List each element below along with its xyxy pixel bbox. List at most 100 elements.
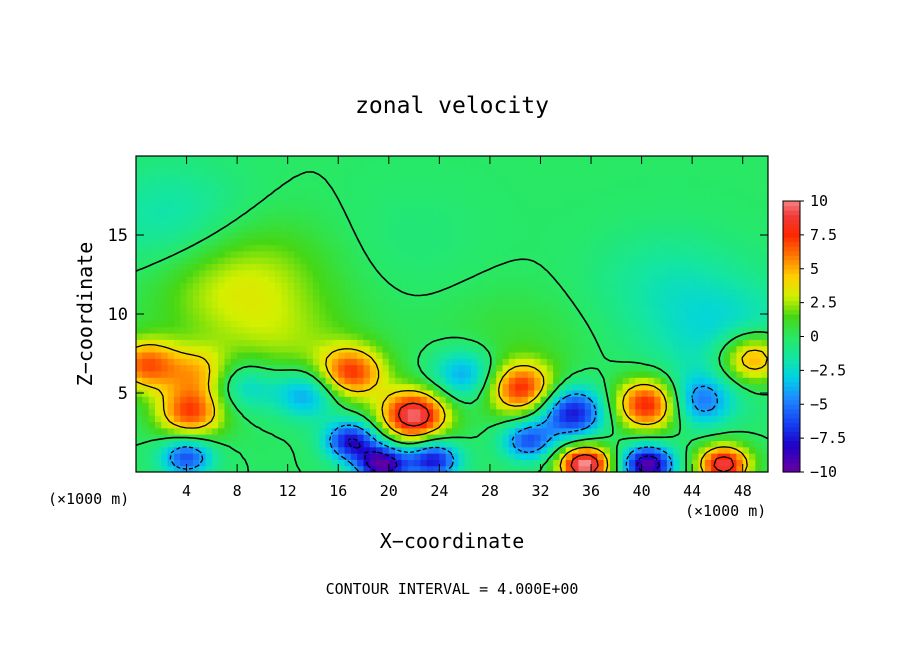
field-cell <box>616 288 624 296</box>
field-cell <box>300 408 308 416</box>
field-cell <box>534 200 542 208</box>
field-cell <box>262 453 270 460</box>
field-cell <box>218 345 226 353</box>
field-cell <box>464 156 472 163</box>
field-cell <box>452 383 459 391</box>
field-cell <box>692 301 700 309</box>
field-cell <box>287 326 295 334</box>
field-cell <box>237 351 245 359</box>
field-cell <box>230 168 238 176</box>
field-cell <box>755 219 763 227</box>
field-cell <box>414 408 421 416</box>
field-cell <box>154 193 162 201</box>
field-cell <box>515 174 523 182</box>
field-cell <box>325 446 333 454</box>
field-cell <box>148 174 156 182</box>
field-cell <box>666 389 674 397</box>
field-cell <box>628 370 636 378</box>
field-cell <box>243 339 251 347</box>
field-cell <box>192 320 200 328</box>
field-cell <box>496 231 504 239</box>
field-cell <box>723 307 731 315</box>
field-cell <box>622 206 630 214</box>
field-cell <box>597 257 605 265</box>
field-cell <box>527 459 535 467</box>
field-cell <box>679 339 687 347</box>
field-cell <box>325 219 333 227</box>
field-cell <box>534 358 542 366</box>
field-cell <box>508 162 516 170</box>
field-cell <box>205 440 213 448</box>
field-cell <box>376 257 384 265</box>
field-cell <box>628 225 636 233</box>
field-cell <box>154 276 162 283</box>
field-cell <box>338 162 346 170</box>
field-cell <box>344 465 352 472</box>
field-cell <box>489 364 497 372</box>
field-cell <box>749 358 756 366</box>
field-cell <box>736 174 744 182</box>
field-cell <box>218 212 226 220</box>
field-cell <box>161 434 169 441</box>
field-cell <box>458 377 466 385</box>
field-cell <box>723 402 731 410</box>
field-cell <box>572 212 579 220</box>
field-cell <box>306 156 314 163</box>
field-cell <box>591 200 598 208</box>
field-cell <box>565 370 573 378</box>
field-cell <box>622 250 630 258</box>
field-cell <box>647 446 655 454</box>
field-cell <box>755 326 763 334</box>
field-cell <box>496 434 504 441</box>
field-cell <box>338 396 346 404</box>
field-cell <box>565 351 573 359</box>
field-cell <box>591 440 598 448</box>
field-cell <box>420 162 428 170</box>
field-cell <box>357 459 365 467</box>
field-cell <box>148 465 156 472</box>
field-cell <box>704 257 712 265</box>
field-cell <box>591 351 598 359</box>
field-cell <box>401 383 409 391</box>
field-cell <box>344 358 352 366</box>
field-cell <box>167 295 175 302</box>
field-cell <box>489 339 497 347</box>
field-cell <box>382 307 390 315</box>
field-cell <box>464 288 472 296</box>
field-cell <box>496 314 504 321</box>
field-cell <box>603 206 611 214</box>
field-cell <box>388 402 396 410</box>
field-cell <box>565 181 573 189</box>
field-cell <box>565 250 573 258</box>
field-cell <box>136 358 143 366</box>
field-cell <box>723 225 731 233</box>
field-cell <box>256 238 263 246</box>
field-cell <box>401 212 409 220</box>
field-cell <box>698 389 706 397</box>
field-cell <box>268 339 276 347</box>
field-cell <box>597 244 605 252</box>
field-cell <box>622 174 630 182</box>
field-cell <box>350 320 358 328</box>
field-cell <box>477 332 485 340</box>
field-cell <box>628 263 636 271</box>
field-cell <box>597 250 605 258</box>
field-cell <box>736 168 744 176</box>
field-cell <box>508 225 516 233</box>
field-cell <box>610 351 617 359</box>
field-cell <box>635 263 643 271</box>
field-cell <box>464 427 472 435</box>
field-cell <box>616 225 624 233</box>
field-cell <box>628 459 636 467</box>
field-cell <box>287 427 295 435</box>
field-cell <box>704 193 712 201</box>
field-cell <box>382 339 390 347</box>
field-cell <box>534 396 542 404</box>
field-cell <box>338 389 346 397</box>
field-cell <box>546 326 554 334</box>
field-cell <box>723 231 731 239</box>
field-cell <box>350 244 358 252</box>
field-cell <box>180 421 188 429</box>
field-cell <box>508 440 516 448</box>
field-cell <box>502 402 510 410</box>
